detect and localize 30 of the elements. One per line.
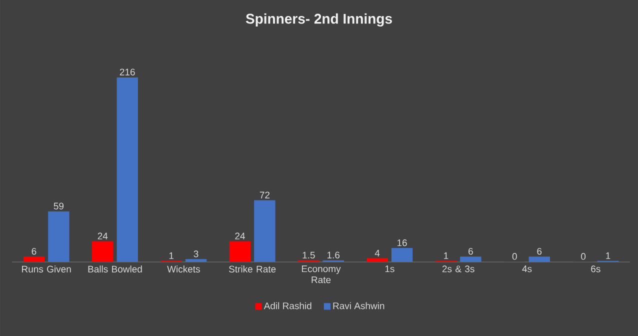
x-tick-label: Wickets: [167, 266, 200, 272]
data-label: 59: [54, 202, 64, 210]
data-label: 4: [374, 250, 380, 256]
data-label: 72: [260, 192, 270, 198]
data-label: 216: [120, 68, 135, 76]
data-label: 1.6: [327, 252, 340, 258]
data-label: 1.5: [302, 252, 315, 259]
x-tick-label: Runs Given: [22, 266, 71, 272]
data-label: 6: [537, 248, 542, 255]
data-label: 0: [512, 253, 517, 260]
x-tick-label: Economy Rate: [302, 266, 341, 284]
x-tick-label: Strike Rate: [229, 266, 276, 272]
data-label: 1: [606, 252, 610, 259]
legend-label: Ravi Ashwin: [333, 302, 384, 310]
data-label: 16: [397, 239, 407, 246]
data-label: 6: [32, 248, 36, 255]
data-label: 0: [581, 253, 586, 260]
x-tick-label: 4s: [522, 266, 532, 272]
chart-title: Spinners- 2nd Innings: [246, 13, 392, 27]
data-label: 3: [194, 250, 198, 258]
x-tick-label: 6s: [591, 266, 600, 272]
legend-label: Adil Rashid: [264, 302, 312, 310]
x-tick-label: 2s & 3s: [442, 266, 474, 272]
data-label: 24: [235, 232, 245, 240]
data-label: 24: [98, 232, 108, 240]
data-label: 1: [444, 252, 448, 259]
x-tick-label: Balls Bowled: [88, 266, 142, 272]
data-label: 1: [169, 252, 174, 259]
data-label: 6: [468, 248, 473, 255]
x-tick-label: 1s: [385, 266, 394, 272]
